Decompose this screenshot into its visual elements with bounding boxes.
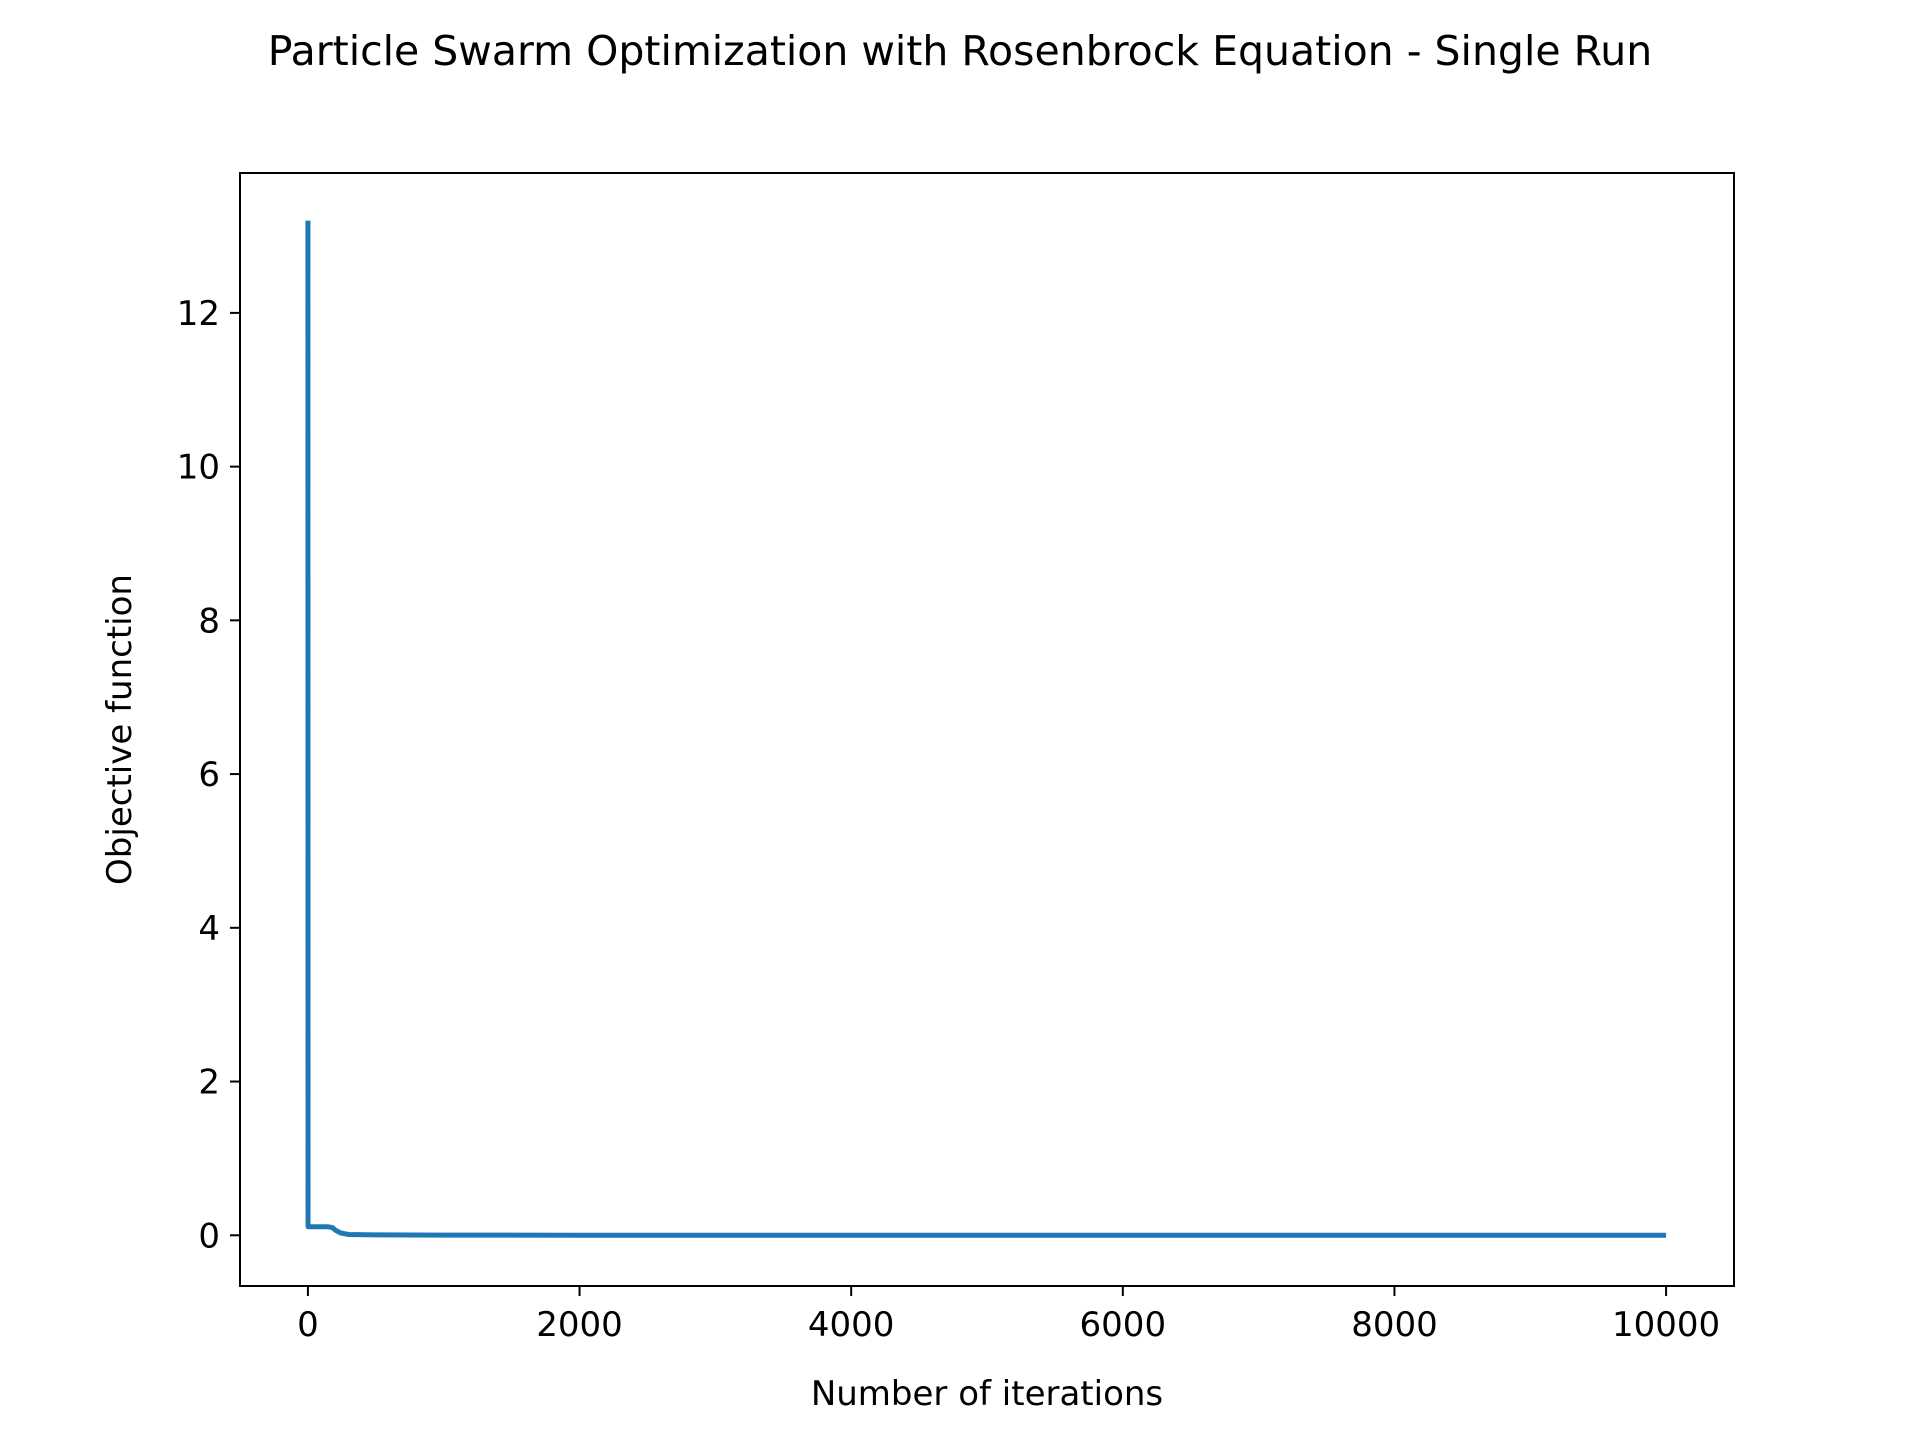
y-tick-label: 8 xyxy=(198,601,220,641)
y-axis-label: Objective function xyxy=(100,574,140,885)
chart-title: Particle Swarm Optimization with Rosenbr… xyxy=(268,27,1652,75)
y-tick-label: 2 xyxy=(198,1063,220,1103)
x-axis-label: Number of iterations xyxy=(811,1374,1163,1414)
x-tick-label: 4000 xyxy=(808,1305,895,1345)
y-tick-label: 0 xyxy=(198,1216,220,1256)
axis-ticks: 0 2000 4000 6000 8000 10000 0 2 4 6 8 10 12 xyxy=(177,294,1720,1345)
x-tick-label: 8000 xyxy=(1351,1305,1438,1345)
plot-area xyxy=(305,220,1667,1238)
x-tick-label: 2000 xyxy=(536,1305,623,1345)
axes-frame xyxy=(239,172,1735,1287)
y-tick-label: 10 xyxy=(177,448,220,488)
x-tick-label: 6000 xyxy=(1080,1305,1167,1345)
y-tick-label: 6 xyxy=(198,755,220,795)
x-tick-label: 0 xyxy=(297,1305,319,1345)
series-line-0 xyxy=(305,220,1667,1238)
x-tick-label: 10000 xyxy=(1612,1305,1720,1345)
y-tick-label: 12 xyxy=(177,294,220,334)
y-tick-label: 4 xyxy=(198,909,220,949)
